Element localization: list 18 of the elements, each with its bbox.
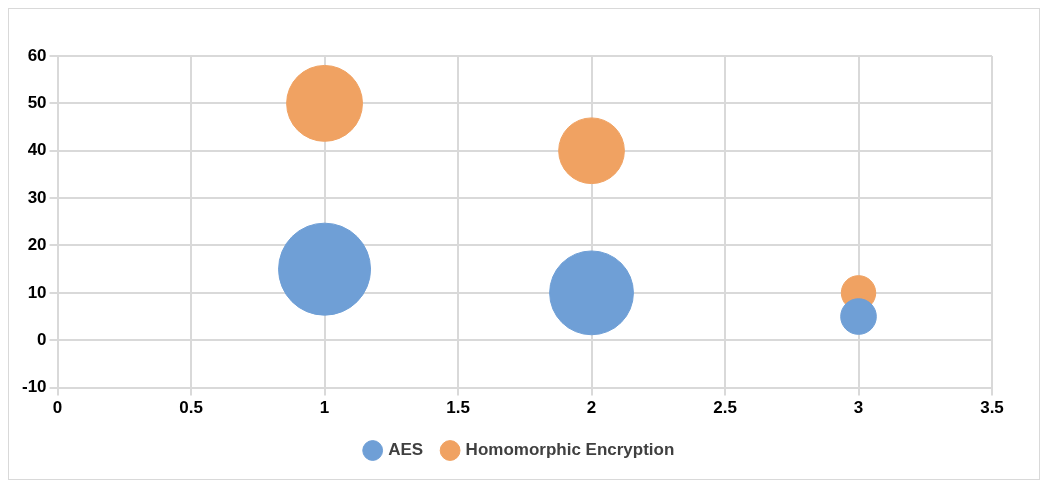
y-tick-label: 30: [27, 187, 47, 207]
x-tick-label: 0.5: [179, 398, 203, 418]
y-tick-label: 0: [37, 329, 47, 349]
x-tick-label: 3: [853, 398, 864, 418]
legend-label: AES: [388, 440, 424, 460]
x-tick-label: 1: [319, 398, 330, 418]
y-tick-label: 20: [27, 235, 47, 255]
y-tick-label: 50: [27, 93, 47, 113]
legend-label: Homomorphic Encryption: [465, 440, 675, 460]
x-tick-label: 1.5: [446, 398, 470, 418]
x-tick-label: 2.5: [713, 398, 737, 418]
x-tick-label: 0: [52, 398, 63, 418]
x-tick-label: 3.5: [980, 398, 1004, 418]
x-tick-label: 2: [586, 398, 597, 418]
y-tick-label: -10: [21, 377, 47, 397]
y-tick-label: 10: [27, 282, 47, 302]
y-tick-label: 40: [27, 140, 47, 160]
y-tick-label: 60: [27, 45, 47, 65]
